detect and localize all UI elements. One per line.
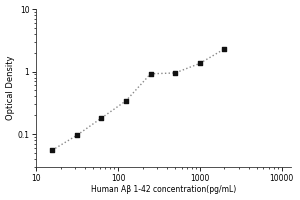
Point	[148, 72, 153, 75]
Point	[197, 62, 202, 65]
Point	[50, 149, 55, 152]
X-axis label: Human Aβ 1-42 concentration(pg/mL): Human Aβ 1-42 concentration(pg/mL)	[91, 185, 236, 194]
Point	[74, 134, 79, 137]
Y-axis label: Optical Density: Optical Density	[6, 56, 15, 120]
Point	[124, 99, 128, 102]
Point	[99, 116, 104, 120]
Point	[222, 47, 227, 51]
Point	[173, 71, 178, 75]
